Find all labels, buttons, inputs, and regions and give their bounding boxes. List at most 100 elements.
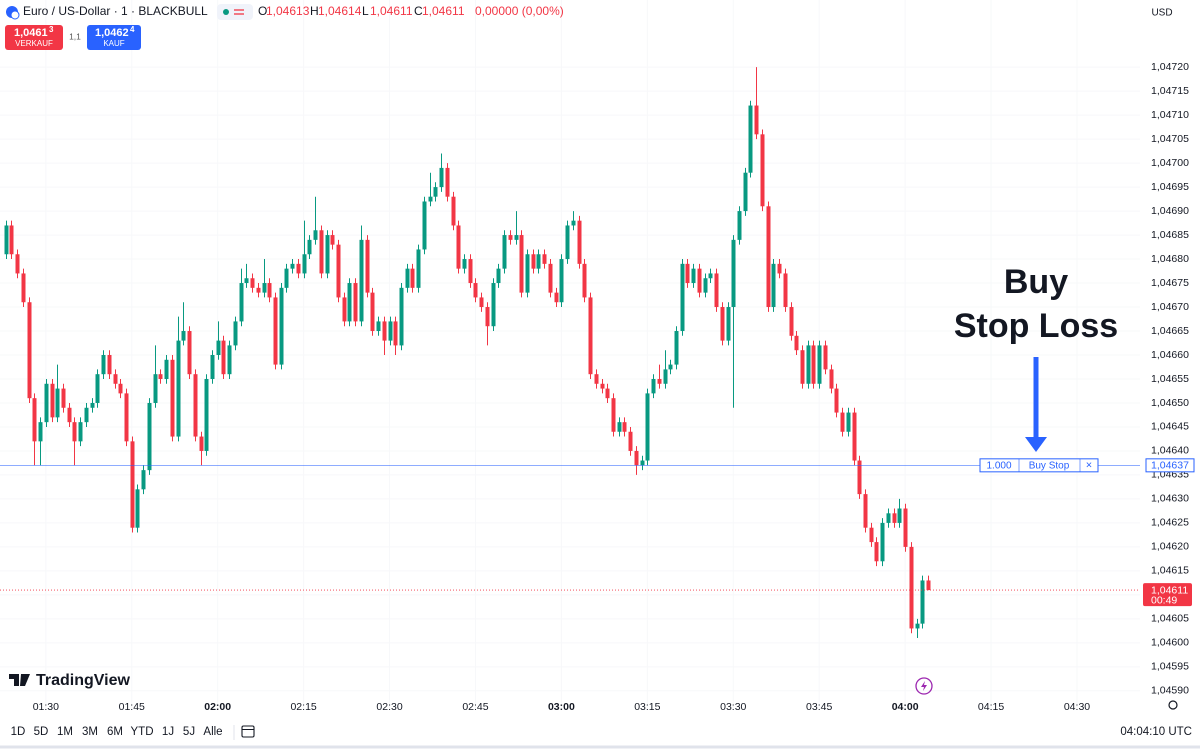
y-tick-label: 1,04630	[1151, 493, 1189, 505]
timeframe-button[interactable]: 1J	[162, 726, 174, 738]
candle-body	[571, 220, 576, 226]
candle-body	[479, 297, 484, 308]
candle-body	[90, 402, 95, 408]
order-price-label: 1,04637	[1151, 460, 1189, 472]
candle-body	[107, 355, 112, 375]
y-tick-label: 1,04615	[1151, 565, 1189, 577]
timeframe-button[interactable]: 5J	[183, 726, 195, 738]
candle-body	[726, 307, 731, 341]
symbol-title: Euro / US-Dollar · 1 · BLACKBULL	[23, 4, 208, 18]
candle-body	[829, 369, 834, 389]
currency[interactable]: USD	[1151, 8, 1172, 19]
x-tick-label: 03:45	[806, 701, 832, 713]
candle-body	[118, 383, 123, 394]
candle-body	[433, 187, 438, 197]
y-tick-label: 1,04600	[1151, 637, 1189, 649]
order-close[interactable]: ×	[1086, 460, 1092, 472]
candle-body	[325, 235, 330, 274]
y-tick-label: 1,04715	[1151, 85, 1189, 97]
candle-body	[651, 378, 656, 394]
last-price-label: 1,04611	[1151, 584, 1188, 596]
status-pill[interactable]	[217, 4, 253, 20]
candle-body	[565, 225, 570, 260]
candle-body	[811, 345, 816, 384]
candle-body	[600, 383, 605, 389]
y-tick-label: 1,04655	[1151, 373, 1189, 385]
candle-body	[290, 263, 295, 269]
calendar-icon[interactable]	[241, 725, 255, 738]
candle-body	[519, 235, 524, 293]
candle-body	[382, 321, 387, 341]
candle-body	[697, 268, 702, 293]
candle-body	[50, 383, 55, 418]
settings-icon[interactable]	[1168, 700, 1178, 710]
candle-body	[284, 268, 289, 288]
candle-body	[130, 441, 135, 528]
candle-body	[267, 283, 272, 298]
x-tick-label: 02:00	[204, 701, 231, 713]
x-tick-label: 03:00	[548, 701, 575, 713]
timeframe-button[interactable]: YTD	[131, 726, 154, 738]
candle-body	[857, 460, 862, 495]
buy-label: KAUF	[103, 39, 124, 48]
candle-body	[559, 259, 564, 303]
candle-body	[473, 283, 478, 298]
x-tick-label: 04:15	[978, 701, 1004, 713]
candle-body	[542, 254, 547, 264]
candle-body	[9, 225, 14, 255]
y-tick-label: 1,04680	[1151, 253, 1189, 265]
candle-body	[783, 273, 788, 308]
candle-body	[153, 374, 158, 403]
candle-body	[388, 321, 393, 341]
candle-body	[840, 412, 845, 432]
candle-body	[193, 374, 198, 437]
timeframe-button[interactable]: 6M	[107, 726, 123, 738]
sell-button[interactable]	[5, 25, 63, 50]
annotation-text: Buy	[1004, 263, 1068, 301]
candle-body	[199, 436, 204, 451]
buy-button[interactable]	[87, 25, 141, 50]
candle-body	[611, 398, 616, 432]
candle-body	[170, 359, 175, 437]
candle-body	[84, 407, 89, 423]
logo-text: TradingView	[36, 672, 131, 689]
order-type: Buy Stop	[1029, 460, 1070, 471]
candle-body	[897, 508, 902, 523]
y-tick-label: 1,04620	[1151, 541, 1189, 553]
candle-body	[502, 235, 507, 269]
candle-body	[777, 263, 782, 274]
candle-body	[141, 470, 146, 490]
ohlc-key: L	[362, 4, 369, 18]
timeframe-button[interactable]: 1D	[11, 726, 26, 738]
timeframe-button[interactable]: 3M	[82, 726, 98, 738]
y-tick-label: 1,04660	[1151, 349, 1189, 361]
candle-body	[823, 345, 828, 370]
timeframe-button[interactable]: Alle	[203, 726, 222, 738]
candle-body	[754, 105, 759, 135]
clock: 04:04:10 UTC	[1120, 726, 1192, 738]
x-tick-label: 03:15	[634, 701, 660, 713]
candle-body	[468, 259, 473, 284]
candle-body	[863, 494, 868, 528]
candle-body	[416, 249, 421, 288]
spread: 1,1	[69, 31, 81, 41]
candle-body	[703, 278, 708, 293]
y-tick-label: 1,04710	[1151, 109, 1189, 121]
candle-body	[491, 283, 496, 327]
timeframe-button[interactable]: 1M	[57, 726, 73, 738]
candle-body	[124, 393, 129, 442]
candle-body	[239, 283, 244, 322]
candle-body	[313, 230, 318, 240]
order-label-box[interactable]	[979, 458, 1099, 473]
candle-body	[319, 230, 324, 274]
ohlc-key: H	[310, 4, 319, 18]
timeframe-button[interactable]: 5D	[34, 726, 49, 738]
candle-body	[605, 388, 610, 399]
candle-body	[748, 105, 753, 173]
candle-body	[806, 345, 811, 384]
candle-body	[221, 340, 226, 375]
candle-body	[680, 263, 685, 332]
x-tick-label: 04:30	[1064, 701, 1090, 713]
event-icon[interactable]	[915, 677, 933, 695]
event-icon	[921, 681, 927, 691]
